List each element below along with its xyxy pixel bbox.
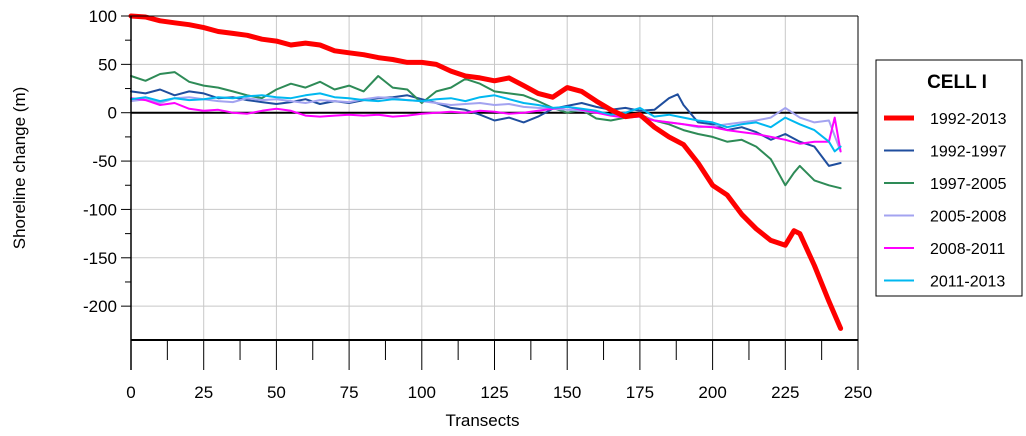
legend-title: CELL I — [927, 72, 987, 93]
series-line-2005-2008 — [130, 96, 842, 153]
x-tick-label: 0 — [126, 383, 135, 402]
legend-label: 1992-2013 — [930, 111, 1007, 128]
x-tick-label: 175 — [626, 383, 654, 402]
x-tick-label: 250 — [844, 383, 872, 402]
x-tick-label: 150 — [553, 383, 581, 402]
series-line-2008-2011 — [130, 97, 842, 153]
x-tick-label: 50 — [267, 383, 286, 402]
x-tick-label: 125 — [480, 383, 508, 402]
series-line-2011-2013 — [130, 92, 842, 153]
y-axis: 100 50 0 -50 -100 -150 -200 — [83, 7, 131, 316]
legend-label: 2008-2011 — [930, 241, 1005, 258]
y-tick-label: 50 — [98, 55, 117, 74]
legend: CELL I 1992-2013 1992-1997 1997-2005 2005-2… — [875, 59, 1023, 297]
y-tick-label: -150 — [83, 249, 117, 268]
x-tick-label: 75 — [340, 383, 359, 402]
y-tick-label: -50 — [92, 152, 117, 171]
legend-box — [875, 59, 1023, 297]
legend-label: 1997-2005 — [930, 176, 1007, 193]
series-line-1992-2013 — [128, 13, 844, 331]
x-tick-label: 100 — [408, 383, 436, 402]
legend-label: 1992-1997 — [930, 144, 1007, 161]
legend-label: 2011-2013 — [930, 274, 1005, 291]
grid-lines — [131, 16, 859, 340]
x-axis-title: Transects — [445, 411, 519, 430]
legend-label: 2005-2008 — [930, 209, 1007, 226]
x-tick-label: 225 — [771, 383, 799, 402]
y-axis-title: Shoreline change (m) — [10, 87, 29, 250]
x-tick-label: 25 — [194, 383, 213, 402]
y-tick-label: -200 — [83, 297, 117, 316]
x-tick-label: 200 — [698, 383, 726, 402]
x-axis: 0 25 50 75 100 125 150 175 200 225 250 — [126, 339, 872, 402]
y-tick-label: -100 — [83, 200, 117, 219]
plot-frame — [130, 15, 859, 370]
series-lines — [128, 13, 844, 331]
y-tick-label: 0 — [108, 104, 117, 123]
y-tick-label: 100 — [89, 7, 117, 26]
